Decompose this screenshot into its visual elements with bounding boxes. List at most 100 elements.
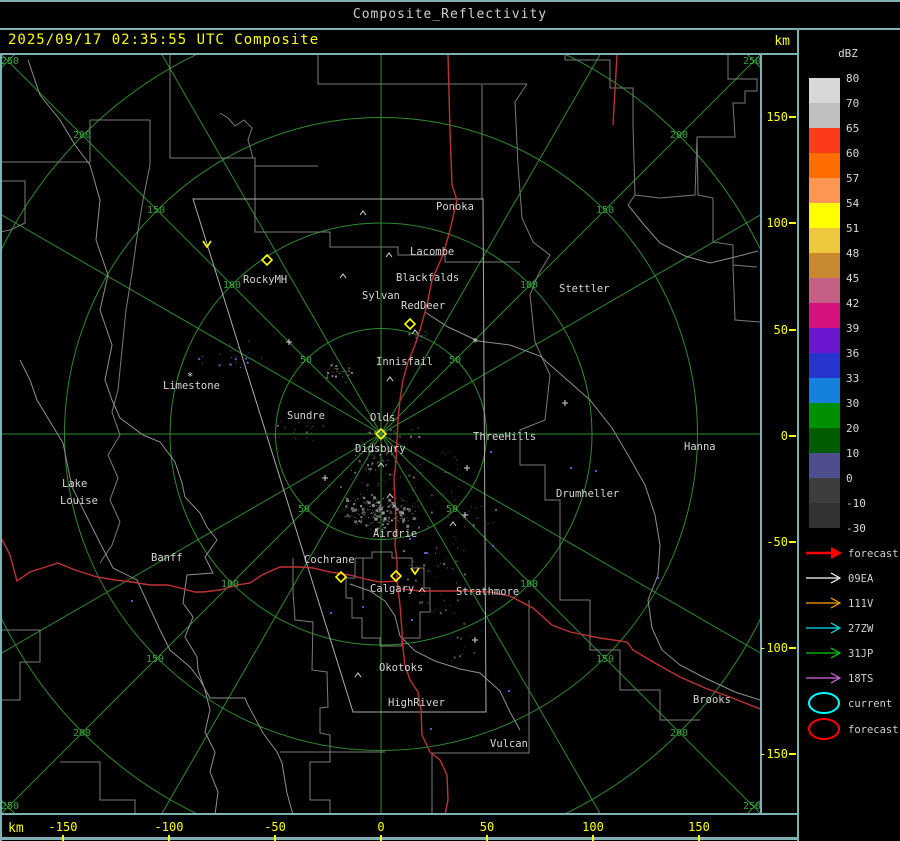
colorbar-swatch: [809, 278, 840, 303]
reflectivity-echo-pixel: [370, 522, 372, 524]
reflectivity-echo-pixel: [424, 593, 426, 595]
range-ring-150km: [64, 117, 698, 751]
reflectivity-echo-pixel: [413, 560, 415, 562]
reflectivity-echo-pixel: [230, 350, 232, 352]
reflectivity-echo-pixel: [385, 436, 387, 438]
reflectivity-echo-pixel: [365, 524, 368, 527]
bottom-axis-tick-label: -100: [155, 820, 184, 834]
reflectivity-echo-pixel: [347, 503, 349, 505]
colorbar-value-label: 57: [846, 172, 859, 185]
reflectivity-echo-pixel: [306, 425, 308, 427]
reflectivity-echo-pixel: [420, 335, 423, 338]
reflectivity-echo-pixel: [382, 498, 384, 500]
reflectivity-echo-pixel: [237, 347, 239, 349]
reflectivity-echo-pixel: [444, 454, 446, 456]
reflectivity-echo-pixel: [402, 508, 405, 511]
reflectivity-echo-pixel: [390, 500, 392, 502]
reflectivity-echo-pixel: [385, 473, 387, 475]
colorbar-value-label: 51: [846, 222, 859, 235]
reflectivity-echo-pixel: [425, 331, 427, 333]
reflectivity-echo-pixel: [366, 484, 369, 487]
reflectivity-echo-pixel: [459, 655, 461, 658]
reflectivity-echo-pixel: [382, 520, 385, 523]
reflectivity-echo-pixel: [370, 470, 371, 472]
reflectivity-echo-pixel: [355, 521, 358, 524]
city-label: Brooks: [693, 694, 731, 706]
reflectivity-echo-pixel: [373, 496, 376, 500]
reflectivity-echo-pixel: [401, 516, 403, 518]
legend-arrowhead-icon: [830, 597, 842, 609]
reflectivity-echo-pixel: [393, 431, 395, 433]
caret-marker-icon: [449, 521, 457, 527]
reflectivity-echo-pixel: [364, 469, 366, 471]
reflectivity-echo-pixel: [386, 520, 388, 522]
reflectivity-echo-pixel: [382, 479, 384, 481]
colorbar-swatch: [809, 78, 840, 103]
storm-direction-arrow-icon: [202, 240, 212, 249]
reflectivity-echo-pixel: [378, 515, 381, 518]
reflectivity-echo-pixel: [383, 514, 385, 516]
reflectivity-echo-pixel: [420, 335, 422, 337]
reflectivity-echo-pixel: [311, 426, 313, 427]
reflectivity-echo-pixel: [364, 443, 366, 445]
reflectivity-echo-pixel: [330, 364, 333, 367]
reflectivity-echo-pixel: [409, 596, 411, 598]
reflectivity-echo-pixel: [437, 566, 439, 567]
reflectivity-echo-pixel: [386, 510, 389, 512]
right-axis-unit-label: km: [774, 34, 790, 49]
reflectivity-echo-pixel: [198, 358, 201, 361]
reflectivity-echo-pixel: [382, 507, 384, 509]
reflectivity-echo-pixel: [380, 477, 382, 479]
reflectivity-echo-pixel: [404, 514, 406, 516]
range-azimuth-line: [380, 55, 760, 435]
reflectivity-echo-pixel: [396, 508, 399, 511]
reflectivity-echo-pixel: [388, 505, 390, 507]
reflectivity-echo-pixel: [445, 557, 447, 559]
reflectivity-echo-pixel: [349, 500, 351, 501]
reflectivity-echo-pixel: [398, 435, 401, 438]
city-label: Hanna: [684, 441, 716, 453]
reflectivity-echo-pixel: [365, 447, 367, 449]
bottom-axis-tick-mark: [168, 835, 170, 841]
reflectivity-echo-pixel: [202, 356, 204, 358]
reflectivity-echo-pixel: [435, 547, 437, 548]
reflectivity-echo-pixel: [360, 441, 362, 443]
reflectivity-echo-pixel: [419, 601, 421, 604]
city-label: Cochrane: [304, 554, 355, 566]
reflectivity-echo-pixel: [427, 332, 429, 334]
reflectivity-echo-pixel: [274, 434, 276, 436]
reflectivity-echo-pixel: [392, 504, 396, 508]
reflectivity-echo-pixel: [411, 571, 412, 573]
bottom-axis-tick-mark: [380, 835, 382, 841]
reflectivity-echo-pixel: [414, 579, 417, 582]
reflectivity-echo-pixel: [372, 505, 374, 507]
range-ring-label: 200: [670, 130, 688, 141]
bottom-axis-unit-label: km: [8, 821, 24, 836]
range-ring-label: 50: [446, 504, 458, 515]
reflectivity-echo-pixel: [370, 443, 372, 445]
reflectivity-echo-pixel: [361, 509, 363, 511]
range-ring-label: 250: [1, 56, 19, 67]
reflectivity-echo-pixel: [422, 472, 424, 473]
reflectivity-echo-pixel: [354, 471, 357, 474]
reflectivity-echo-pixel: [367, 464, 369, 467]
reflectivity-echo-pixel: [358, 509, 359, 511]
legend-arrow-label: 111V: [848, 598, 874, 610]
reflectivity-echo-pixel: [348, 367, 351, 370]
reflectivity-echo-pixel: [464, 526, 466, 528]
weak-echo-pixel: [492, 545, 494, 547]
reflectivity-echo-pixel: [368, 525, 370, 526]
reflectivity-echo-pixel: [343, 369, 345, 370]
reflectivity-echo-pixel: [361, 507, 365, 511]
range-ring-label: 100: [520, 579, 538, 590]
bottom-axis-tick-mark: [274, 835, 276, 841]
reflectivity-echo-pixel: [454, 499, 456, 501]
bottom-axis-tick-mark: [592, 835, 594, 841]
county-boundary-line: [2, 180, 26, 233]
reflectivity-echo-pixel: [461, 653, 463, 655]
reflectivity-echo-pixel: [360, 449, 361, 451]
caret-marker-icon: [339, 273, 347, 279]
weak-echo-pixel: [411, 619, 413, 621]
